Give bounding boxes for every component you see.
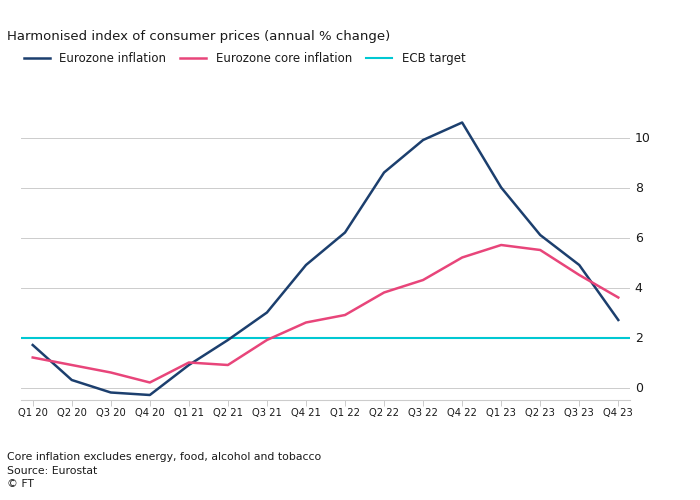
Text: Harmonised index of consumer prices (annual % change): Harmonised index of consumer prices (ann… (7, 30, 391, 43)
Eurozone inflation (458, 120, 466, 126)
Eurozone inflation (185, 362, 193, 368)
Eurozone inflation (419, 137, 427, 143)
Eurozone inflation (575, 262, 583, 268)
ECB target (67, 334, 76, 340)
Line: Eurozone inflation: Eurozone inflation (33, 122, 618, 395)
Text: © FT: © FT (7, 479, 34, 489)
Text: Core inflation excludes energy, food, alcohol and tobacco: Core inflation excludes energy, food, al… (7, 452, 321, 462)
Legend: Eurozone inflation, Eurozone core inflation, ECB target: Eurozone inflation, Eurozone core inflat… (24, 52, 466, 65)
Eurozone inflation (341, 230, 349, 235)
Eurozone core inflation (262, 337, 271, 343)
Eurozone core inflation (458, 254, 466, 260)
Eurozone core inflation (536, 247, 545, 253)
ECB target (29, 334, 37, 340)
Eurozone inflation (497, 184, 505, 190)
Eurozone core inflation (575, 272, 583, 278)
Eurozone core inflation (380, 290, 389, 296)
Eurozone core inflation (29, 354, 37, 360)
Eurozone inflation (29, 342, 37, 348)
Eurozone core inflation (419, 277, 427, 283)
Eurozone core inflation (614, 294, 622, 300)
Eurozone core inflation (224, 362, 232, 368)
Text: Source: Eurostat: Source: Eurostat (7, 466, 97, 476)
Eurozone inflation (380, 170, 389, 175)
Eurozone inflation (302, 262, 310, 268)
Eurozone core inflation (146, 380, 154, 386)
Eurozone inflation (614, 317, 622, 323)
Line: Eurozone core inflation: Eurozone core inflation (33, 245, 618, 382)
Eurozone inflation (262, 310, 271, 316)
Eurozone core inflation (302, 320, 310, 326)
Eurozone inflation (67, 377, 76, 383)
Eurozone core inflation (106, 370, 115, 376)
Eurozone core inflation (341, 312, 349, 318)
Eurozone inflation (536, 232, 545, 238)
Eurozone inflation (146, 392, 154, 398)
Eurozone core inflation (497, 242, 505, 248)
Eurozone inflation (106, 390, 115, 396)
Eurozone inflation (224, 337, 232, 343)
Eurozone core inflation (67, 362, 76, 368)
Eurozone core inflation (185, 360, 193, 366)
